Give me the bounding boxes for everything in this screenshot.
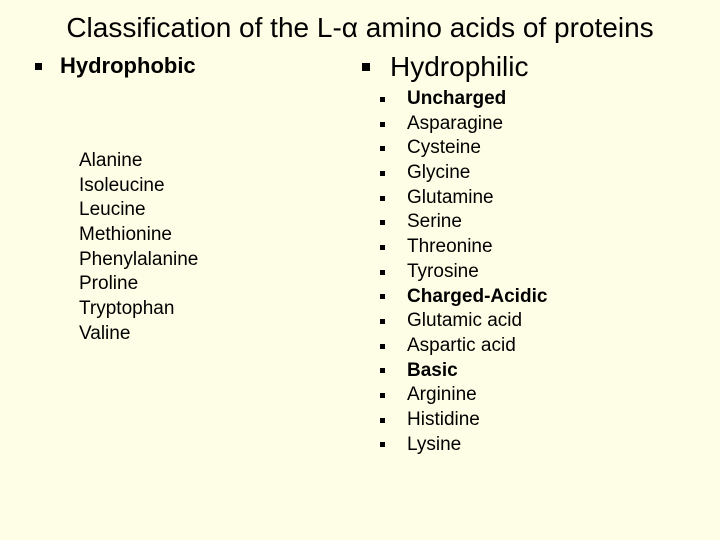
bullet-icon [380,442,385,447]
bullet-icon [380,122,385,127]
bullet-icon [380,171,385,176]
bullet-icon [380,418,385,423]
bullet-icon [380,294,385,299]
left-column: Hydrophobic Alanine Isoleucine Leucine M… [0,51,360,457]
list-item: Charged-Acidic [380,285,720,310]
list-item: Basic [380,359,720,384]
bullet-icon [380,393,385,398]
list-text: Arginine [407,383,477,408]
bullet-icon [380,245,385,250]
list-item: Glutamic acid [380,309,720,334]
list-item: Serine [380,210,720,235]
list-text: Basic [407,359,458,384]
list-text: Tyrosine [407,260,479,285]
left-list: Alanine Isoleucine Leucine Methionine Ph… [79,149,360,347]
spacer [35,79,360,149]
right-heading-row: Hydrophilic [360,51,720,83]
list-item: Aspartic acid [380,334,720,359]
columns: Hydrophobic Alanine Isoleucine Leucine M… [0,51,720,457]
list-item: Methionine [79,223,360,248]
list-item: Isoleucine [79,174,360,199]
list-text: Charged-Acidic [407,285,547,310]
list-text: Lysine [407,433,461,458]
bullet-icon [380,220,385,225]
slide-title: Classification of the L-α amino acids of… [40,10,680,45]
bullet-icon [380,344,385,349]
bullet-icon [380,270,385,275]
list-text: Threonine [407,235,493,260]
right-heading: Hydrophilic [390,51,529,83]
list-item: Histidine [380,408,720,433]
list-text: Asparagine [407,112,503,137]
left-heading-row: Hydrophobic [35,53,360,79]
list-item: Cysteine [380,136,720,161]
list-item: Alanine [79,149,360,174]
list-text: Glutamic acid [407,309,522,334]
list-text: Cysteine [407,136,481,161]
bullet-icon [380,196,385,201]
bullet-icon [35,63,42,70]
list-item: Proline [79,272,360,297]
bullet-icon [380,368,385,373]
list-item: Asparagine [380,112,720,137]
list-item: Leucine [79,198,360,223]
list-text: Histidine [407,408,480,433]
list-item: Uncharged [380,87,720,112]
list-text: Aspartic acid [407,334,516,359]
bullet-icon [380,97,385,102]
list-item: Phenylalanine [79,248,360,273]
list-item: Tryptophan [79,297,360,322]
left-heading: Hydrophobic [60,53,196,79]
list-text: Uncharged [407,87,506,112]
bullet-icon [380,319,385,324]
bullet-icon [362,63,370,71]
right-column: Hydrophilic Uncharged Asparagine Cystein… [360,51,720,457]
bullet-icon [380,146,385,151]
list-text: Glutamine [407,186,494,211]
list-item: Arginine [380,383,720,408]
list-item: Tyrosine [380,260,720,285]
slide: Classification of the L-α amino acids of… [0,0,720,540]
list-text: Glycine [407,161,470,186]
list-item: Glutamine [380,186,720,211]
list-item: Glycine [380,161,720,186]
list-text: Serine [407,210,462,235]
list-item: Lysine [380,433,720,458]
list-item: Valine [79,322,360,347]
list-item: Threonine [380,235,720,260]
right-list: Uncharged Asparagine Cysteine Glycine Gl… [380,87,720,457]
